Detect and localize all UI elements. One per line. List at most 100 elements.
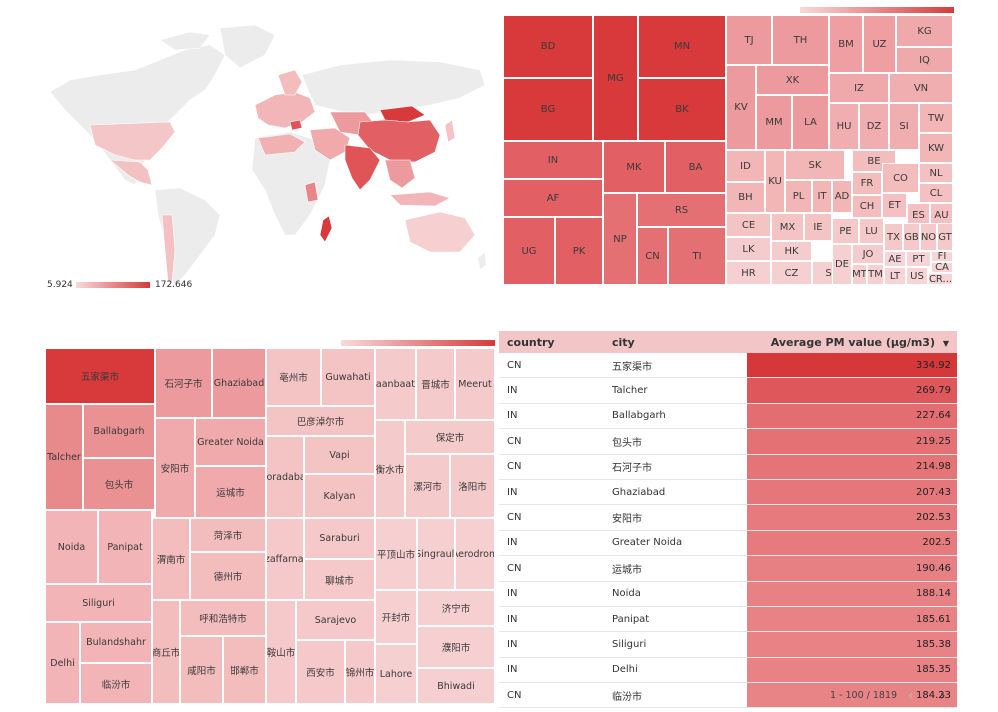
treemap-cell[interactable]: NP [603, 193, 637, 285]
treemap-cell[interactable]: HR [726, 261, 771, 285]
treemap-cell[interactable]: US [906, 267, 928, 285]
treemap-cell[interactable]: 呼和浩特市 [180, 600, 266, 636]
treemap-cell[interactable]: BM [829, 15, 863, 73]
treemap-cell[interactable]: BG [503, 78, 593, 141]
treemap-cell[interactable]: PE [832, 218, 859, 244]
treemap-cell[interactable]: 临汾市 [80, 663, 152, 704]
region-mongolia[interactable] [379, 105, 426, 123]
treemap-cell[interactable]: 运城市 [195, 466, 266, 518]
treemap-cell[interactable]: KG [896, 15, 953, 47]
table-row[interactable]: IN Delhi 185.35 [499, 657, 957, 684]
treemap-cell[interactable]: PL [785, 180, 812, 213]
caret-down-icon[interactable]: ▼ [942, 338, 949, 348]
treemap-cell[interactable]: TJ [726, 15, 772, 65]
treemap-cell[interactable]: SK [785, 150, 845, 180]
world-map[interactable] [40, 20, 490, 290]
treemap-cell[interactable]: 洛阳市 [450, 454, 495, 518]
treemap-cell[interactable]: CN [637, 227, 668, 285]
region-east-africa[interactable] [304, 181, 319, 203]
treemap-cell[interactable]: NO [920, 223, 937, 251]
treemap-cell[interactable]: Lahore [375, 644, 417, 704]
treemap-cell[interactable]: Guwahati [321, 348, 375, 406]
region-china[interactable] [357, 119, 441, 163]
region-mexico[interactable] [109, 159, 153, 186]
treemap-cell[interactable]: TM [867, 264, 884, 285]
region-europe[interactable] [254, 91, 316, 129]
treemap-cell[interactable]: MM [756, 95, 792, 150]
treemap-cell[interactable]: PK [555, 217, 603, 285]
treemap-cell[interactable]: BK [638, 78, 726, 141]
treemap-cell[interactable]: ET [882, 193, 907, 218]
treemap-cell[interactable]: 巴彦淖尔市 [266, 406, 375, 436]
treemap-cell[interactable]: IZ [829, 73, 889, 103]
treemap-cell[interactable]: 邯郸市 [223, 636, 266, 704]
treemap-cell[interactable]: MN [638, 15, 726, 78]
treemap-cell[interactable]: TH [772, 15, 829, 65]
treemap-cell[interactable]: CL [919, 183, 953, 203]
region-southeast-asia[interactable] [384, 159, 416, 189]
treemap-cell[interactable]: 商丘市 [152, 600, 180, 704]
treemap-cell[interactable]: 平顶山市 [375, 518, 417, 590]
treemap-cell[interactable]: Kalyan [304, 474, 375, 518]
treemap-cell[interactable]: 濮阳市 [417, 626, 495, 668]
table-row[interactable]: CN 五家渠市 334.92 [499, 353, 957, 379]
region-new-zealand[interactable] [477, 251, 487, 271]
treemap-cell[interactable]: 锦州市 [345, 640, 375, 704]
treemap-cell[interactable]: MT [852, 264, 867, 285]
treemap-cell[interactable]: PT [906, 251, 931, 267]
treemap-cell[interactable]: BA [665, 141, 726, 193]
treemap-cell[interactable]: 德州市 [190, 552, 266, 600]
region-japan[interactable] [444, 119, 456, 143]
treemap-cell[interactable]: MX [771, 213, 804, 241]
treemap-cell[interactable]: NL [919, 163, 953, 183]
treemap-cell[interactable]: RS [637, 193, 726, 227]
treemap-cell[interactable]: 咸阳市 [180, 636, 223, 704]
treemap-cell[interactable]: IN [503, 141, 603, 179]
treemap-cell[interactable]: 济宁市 [417, 590, 495, 626]
region-russia[interactable] [301, 59, 486, 116]
treemap-cell[interactable]: TW [919, 103, 953, 133]
table-row[interactable]: CN 包头市 219.25 [499, 428, 957, 455]
treemap-cell[interactable]: IT [812, 180, 832, 213]
treemap-cell[interactable]: Ulaanbaatar [375, 348, 416, 420]
treemap-cell[interactable]: LA [792, 95, 829, 150]
treemap-cell[interactable]: 漯河市 [405, 454, 450, 518]
region-usa[interactable] [89, 121, 176, 161]
treemap-cell[interactable]: Noida [45, 510, 98, 584]
region-balkans[interactable] [289, 119, 303, 131]
treemap-cell[interactable]: DE [832, 244, 852, 285]
treemap-cell[interactable]: CH [852, 195, 882, 218]
treemap-cell[interactable]: BH [726, 182, 765, 213]
treemap-cell[interactable]: LK [726, 237, 771, 261]
city-treemap[interactable]: 五家渠市 石河子市 Ghaziabad Talcher Ballabgarh 包头市 安阳市… [45, 348, 495, 704]
treemap-cell[interactable]: CO [882, 163, 919, 193]
treemap-cell[interactable]: Moradabad [266, 436, 304, 518]
treemap-cell[interactable]: Aerodrom [455, 518, 495, 590]
treemap-cell[interactable]: Meerut [455, 348, 495, 420]
treemap-cell[interactable]: UG [503, 217, 555, 285]
treemap-cell[interactable]: Siliguri [45, 584, 152, 622]
table-row[interactable]: CN 运城市 190.46 [499, 555, 957, 582]
treemap-cell[interactable]: AE [884, 251, 906, 267]
treemap-cell[interactable]: TI [668, 227, 726, 285]
treemap-cell[interactable]: 亳州市 [266, 348, 321, 406]
table-row[interactable]: IN Siliguri 185.38 [499, 631, 957, 658]
table-row[interactable]: IN Greater Noida 202.5 [499, 530, 957, 557]
treemap-cell[interactable]: 开封市 [375, 590, 417, 644]
treemap-cell[interactable]: KW [919, 133, 953, 163]
table-row[interactable]: IN Ballabgarh 227.64 [499, 403, 957, 430]
treemap-cell[interactable]: 鞍山市 [266, 600, 296, 704]
treemap-cell[interactable]: AF [503, 179, 603, 217]
region-madagascar[interactable] [319, 215, 333, 243]
treemap-cell[interactable]: Talcher [45, 404, 83, 510]
treemap-cell[interactable]: Muzaffarnagar [266, 518, 304, 600]
treemap-cell[interactable]: MG [593, 15, 638, 141]
treemap-cell[interactable]: VN [889, 73, 953, 103]
treemap-cell[interactable]: BD [503, 15, 593, 78]
treemap-cell[interactable]: FR [852, 172, 882, 195]
region-africa[interactable] [251, 131, 331, 236]
table-row[interactable]: CN 临汾市 184.23 [499, 682, 957, 709]
treemap-cell[interactable]: MK [603, 141, 665, 193]
region-peru-chile[interactable] [161, 214, 176, 283]
treemap-cell[interactable]: AD [832, 180, 852, 213]
